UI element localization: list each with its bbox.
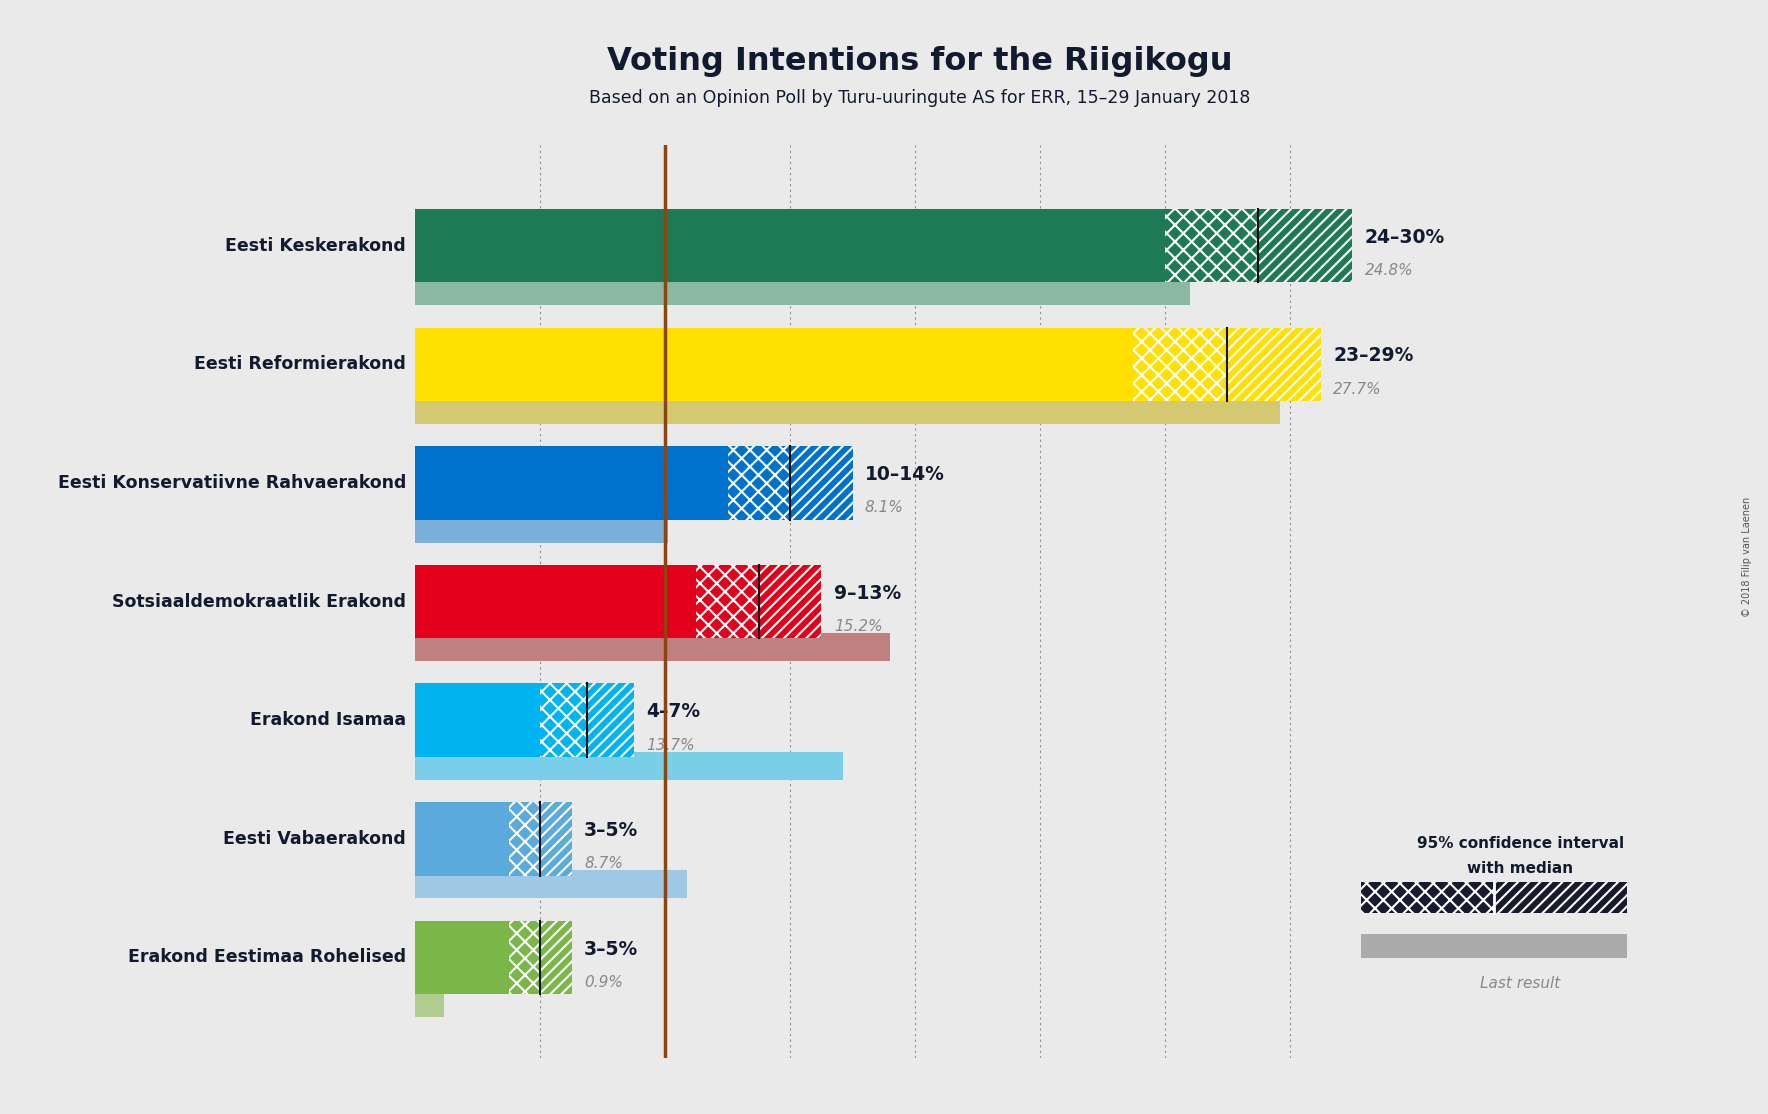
Bar: [1227, 328, 1321, 401]
Bar: [509, 802, 541, 876]
Bar: [415, 515, 668, 543]
Bar: [1165, 209, 1259, 283]
Bar: [587, 683, 635, 758]
Bar: [541, 920, 571, 994]
Bar: [415, 209, 1165, 283]
Bar: [415, 277, 1190, 305]
Text: Eesti Reformierakond: Eesti Reformierakond: [194, 355, 407, 373]
Bar: [1494, 881, 1627, 913]
Bar: [415, 395, 1280, 423]
Text: 15.2%: 15.2%: [834, 619, 882, 634]
Bar: [1133, 328, 1227, 401]
Text: 8.7%: 8.7%: [583, 857, 622, 871]
Text: 13.7%: 13.7%: [647, 737, 695, 753]
Text: Eesti Vabaerakond: Eesti Vabaerakond: [223, 830, 407, 848]
Bar: [758, 565, 822, 638]
Bar: [541, 920, 571, 994]
Bar: [415, 752, 843, 780]
Text: 9–13%: 9–13%: [834, 584, 902, 603]
Text: © 2018 Filip van Laenen: © 2018 Filip van Laenen: [1741, 497, 1752, 617]
Text: Voting Intentions for the Riigikogu: Voting Intentions for the Riigikogu: [606, 46, 1232, 77]
Bar: [1259, 209, 1353, 283]
Bar: [541, 802, 571, 876]
Text: 24.8%: 24.8%: [1365, 263, 1413, 278]
Text: 10–14%: 10–14%: [865, 466, 944, 485]
Bar: [1361, 881, 1494, 913]
Bar: [415, 683, 541, 758]
Text: 27.7%: 27.7%: [1333, 382, 1383, 397]
Text: 3–5%: 3–5%: [583, 939, 638, 959]
Text: Eesti Konservatiivne Rahvaerakond: Eesti Konservatiivne Rahvaerakond: [58, 473, 407, 492]
Bar: [415, 328, 1133, 401]
Bar: [415, 446, 728, 520]
Bar: [1227, 328, 1321, 401]
Bar: [541, 683, 587, 758]
Text: 95% confidence interval: 95% confidence interval: [1416, 836, 1625, 851]
Bar: [728, 446, 790, 520]
Text: 0.9%: 0.9%: [583, 975, 622, 990]
Text: 24–30%: 24–30%: [1365, 228, 1444, 247]
Bar: [1361, 935, 1627, 958]
Text: 23–29%: 23–29%: [1333, 346, 1414, 365]
Text: Erakond Isamaa: Erakond Isamaa: [249, 711, 407, 730]
Bar: [415, 802, 509, 876]
Bar: [697, 565, 758, 638]
Text: 4–7%: 4–7%: [647, 703, 700, 722]
Bar: [415, 989, 444, 1017]
Bar: [509, 920, 541, 994]
Bar: [509, 802, 541, 876]
Bar: [587, 683, 635, 758]
Bar: [415, 565, 697, 638]
Bar: [1361, 881, 1627, 913]
Text: with median: with median: [1467, 861, 1574, 877]
Bar: [541, 802, 571, 876]
Bar: [1259, 209, 1353, 283]
Bar: [415, 870, 688, 898]
Text: Sotsiaaldemokraatlik Erakond: Sotsiaaldemokraatlik Erakond: [111, 593, 407, 610]
Text: Erakond Eestimaa Rohelised: Erakond Eestimaa Rohelised: [127, 948, 407, 967]
Bar: [697, 565, 758, 638]
Bar: [415, 633, 889, 661]
Bar: [1133, 328, 1227, 401]
Bar: [790, 446, 852, 520]
Text: Eesti Keskerakond: Eesti Keskerakond: [225, 236, 407, 255]
Text: Based on an Opinion Poll by Turu-uuringute AS for ERR, 15–29 January 2018: Based on an Opinion Poll by Turu-uuringu…: [589, 89, 1250, 107]
Bar: [758, 565, 822, 638]
Bar: [541, 683, 587, 758]
Bar: [1165, 209, 1259, 283]
Text: Last result: Last result: [1480, 976, 1561, 991]
Bar: [790, 446, 852, 520]
Text: 8.1%: 8.1%: [865, 500, 903, 516]
Bar: [509, 920, 541, 994]
Text: 3–5%: 3–5%: [583, 821, 638, 840]
Bar: [728, 446, 790, 520]
Bar: [415, 920, 509, 994]
